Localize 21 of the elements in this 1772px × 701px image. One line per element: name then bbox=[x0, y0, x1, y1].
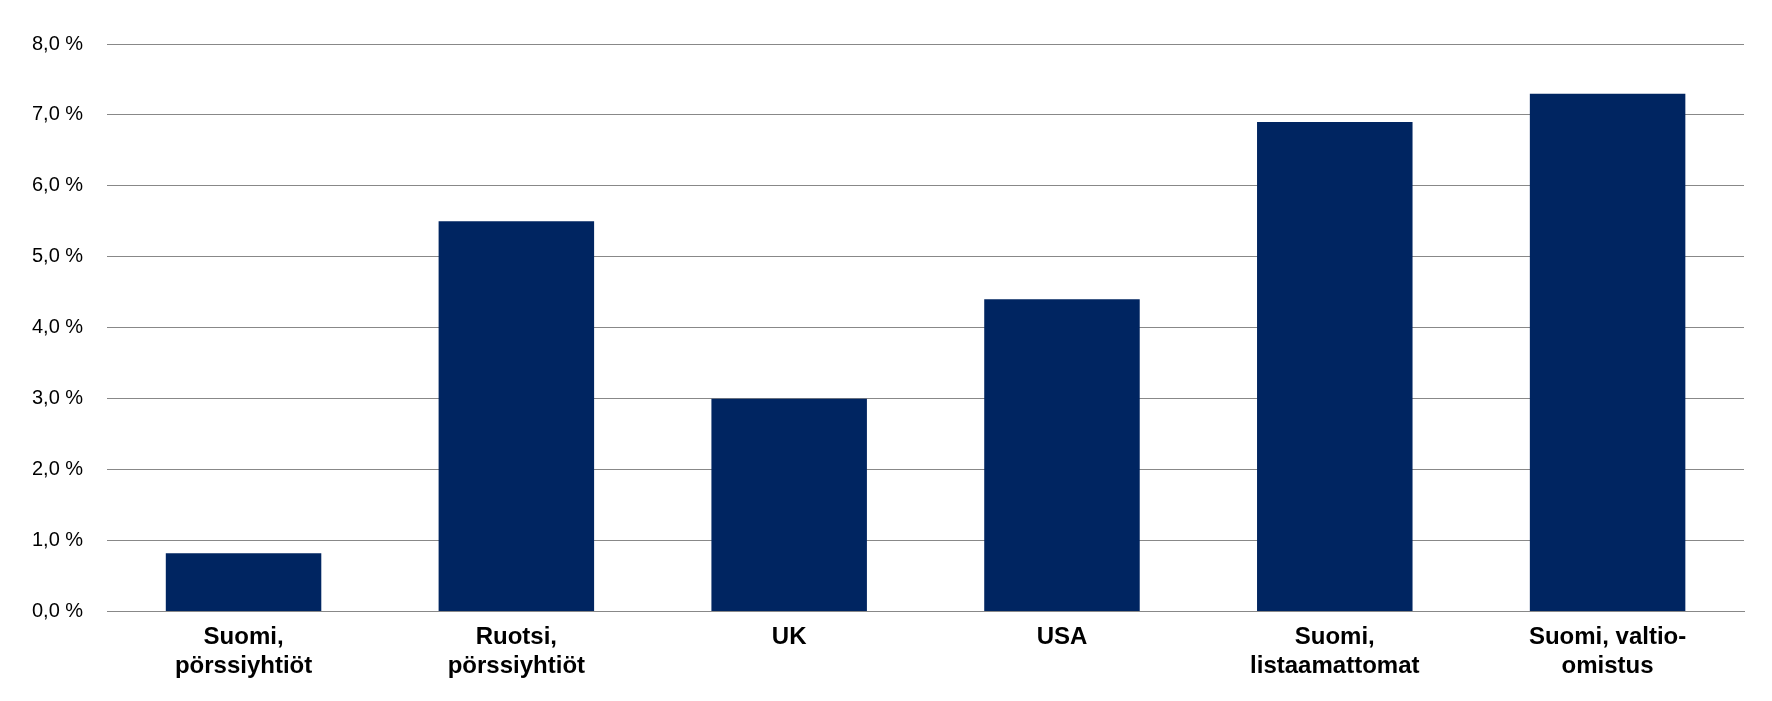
y-tick-label: 2,0 % bbox=[31, 457, 84, 480]
x-tick-label: Ruotsi, pörssiyhtiöt bbox=[447, 622, 586, 679]
x-tick-label: Suomi, listaamattomat bbox=[1250, 622, 1420, 679]
bar bbox=[984, 299, 1140, 611]
y-tick-label: 4,0 % bbox=[31, 315, 84, 338]
bar bbox=[165, 553, 322, 611]
y-tick-label: 5,0 % bbox=[31, 244, 84, 267]
y-tick-label: 3,0 % bbox=[31, 386, 84, 409]
x-tick-label: Suomi, valtio-omistus bbox=[1528, 622, 1687, 679]
y-tick-label: 7,0 % bbox=[31, 102, 84, 125]
bar bbox=[438, 221, 595, 611]
bar bbox=[1529, 93, 1686, 611]
y-tick-label: 1,0 % bbox=[31, 527, 84, 550]
y-tick-label: 8,0 % bbox=[31, 31, 84, 54]
bar bbox=[1257, 122, 1413, 611]
x-tick-label: Suomi, pörssiyhtiöt bbox=[174, 622, 313, 679]
bar bbox=[711, 398, 867, 611]
x-tick-label: USA bbox=[1036, 622, 1088, 650]
y-tick-label: 0,0 % bbox=[31, 598, 84, 621]
x-tick-label: UK bbox=[771, 622, 808, 650]
y-tick-label: 6,0 % bbox=[31, 173, 84, 196]
